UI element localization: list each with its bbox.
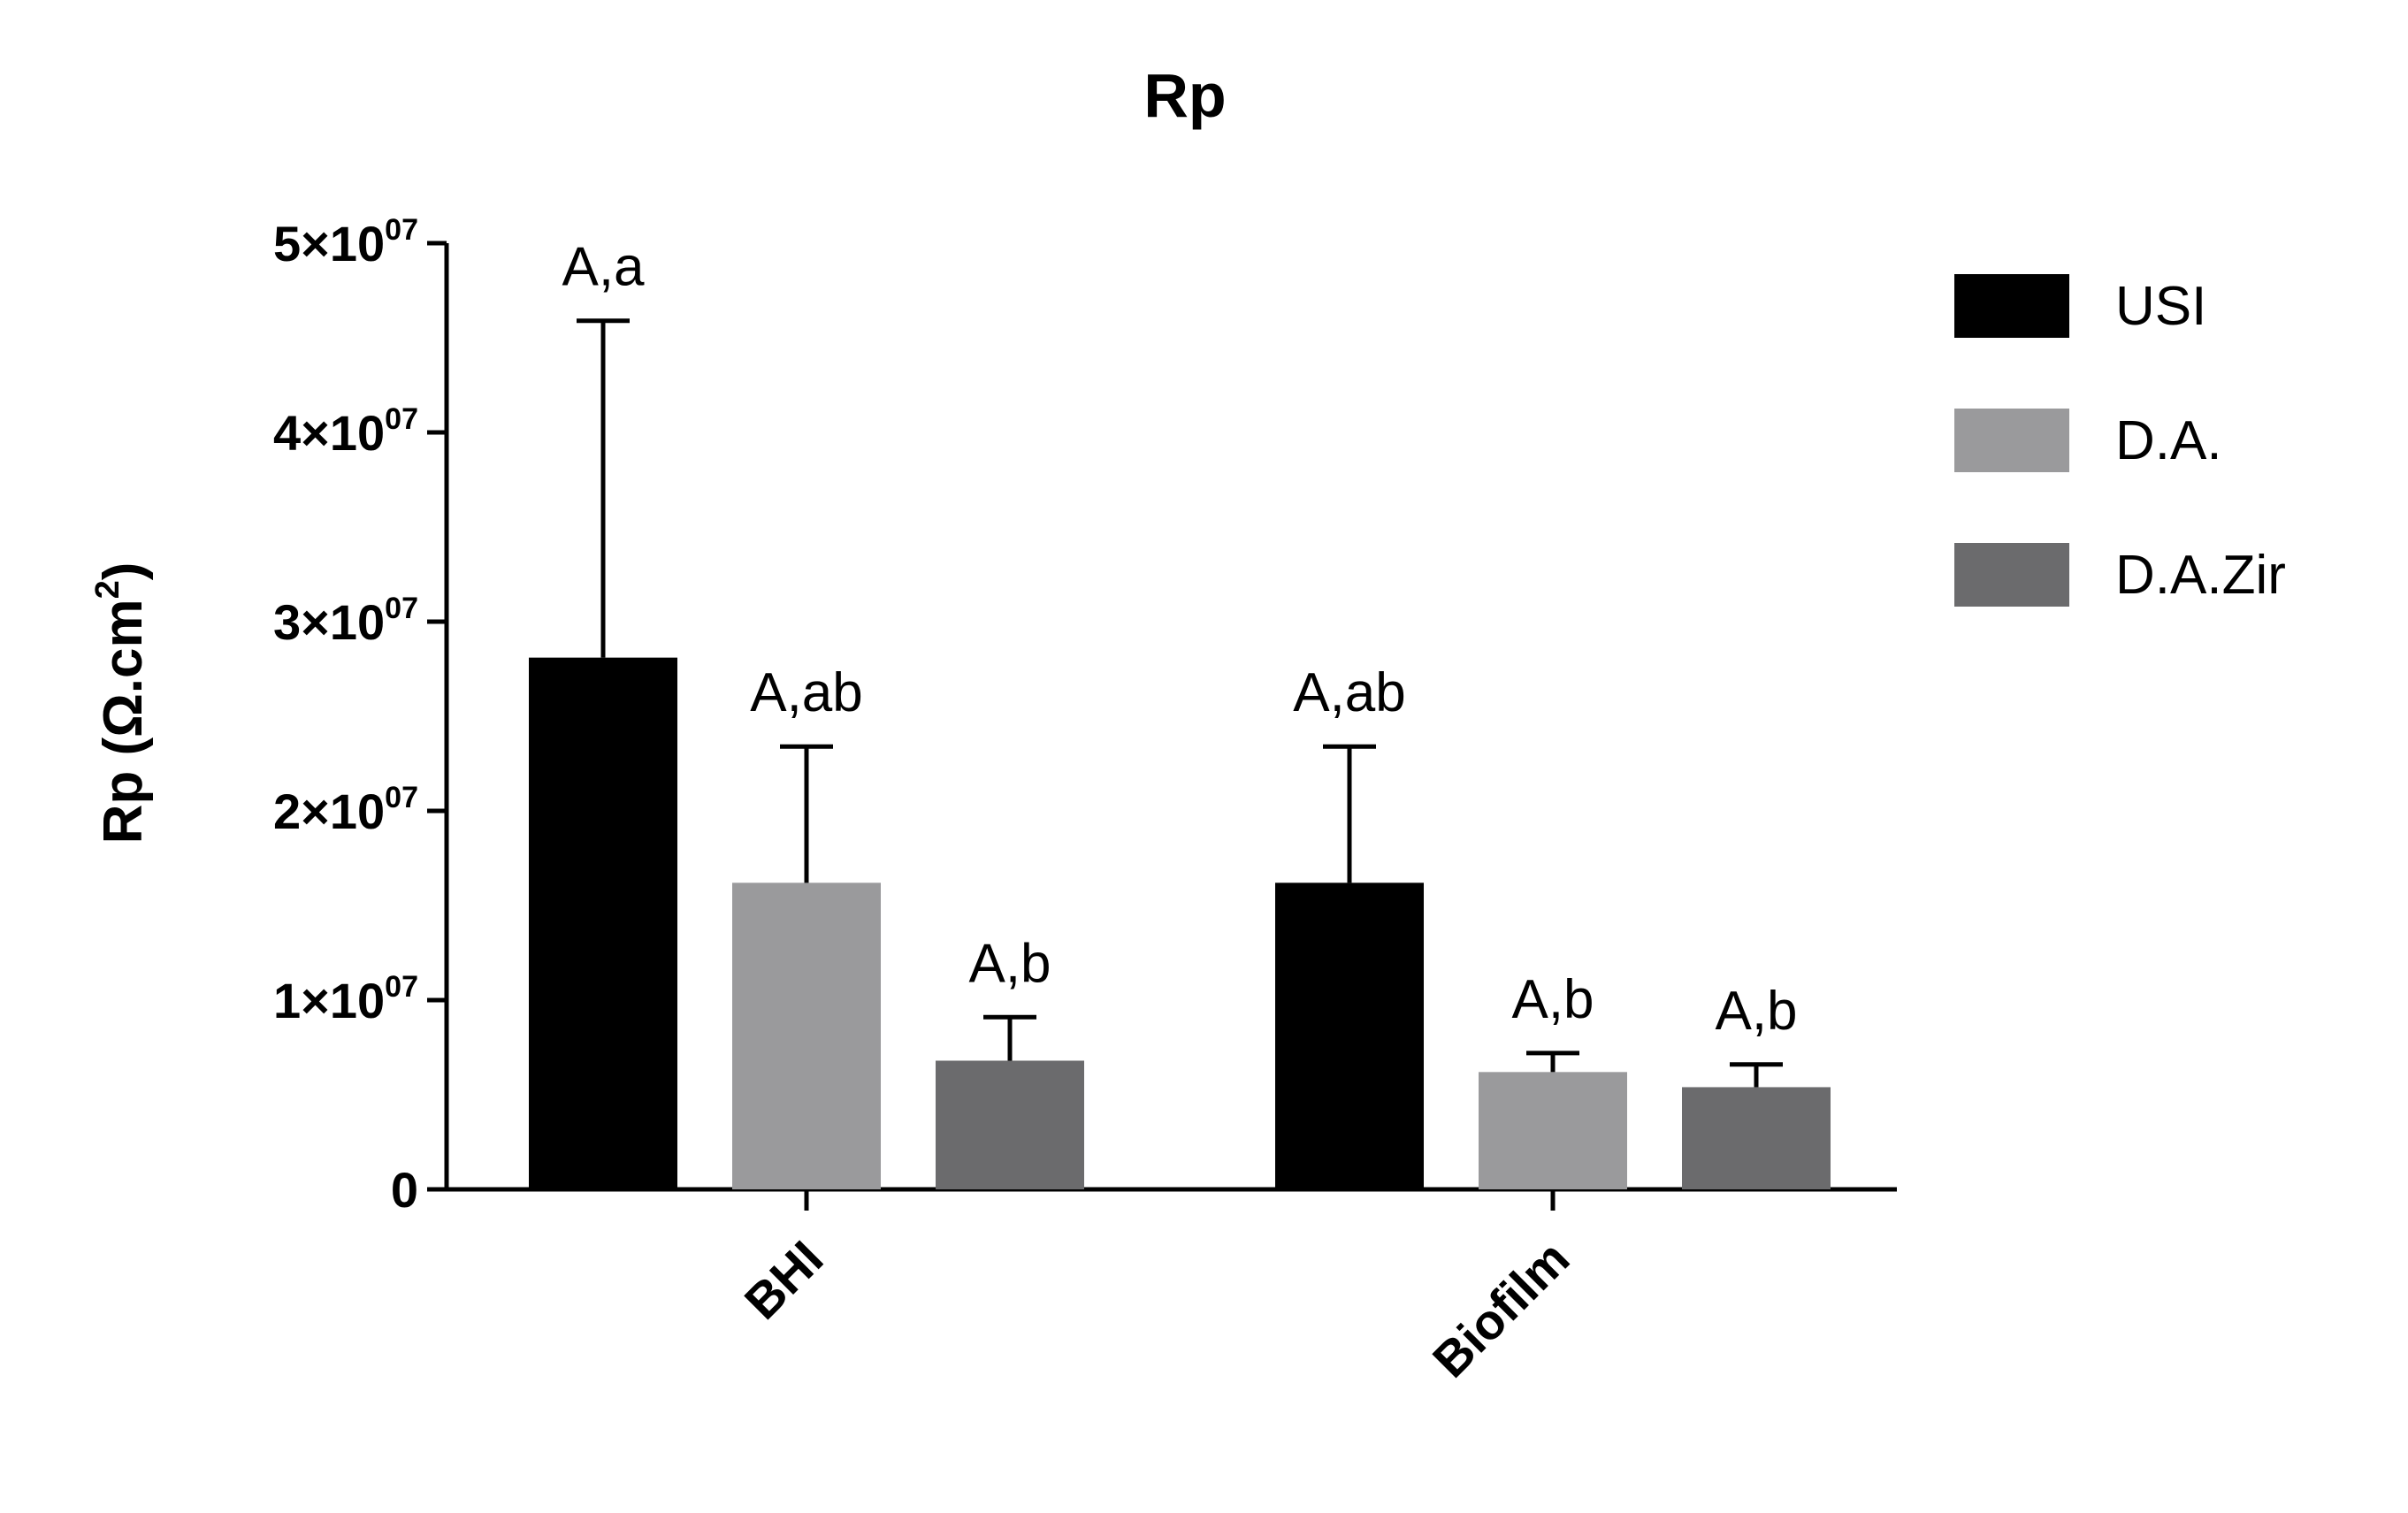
legend-label: D.A.Zir: [2115, 545, 2286, 606]
x-axis: BHI Biofilm: [447, 1187, 1897, 1388]
bar: [529, 657, 677, 1189]
bar: [1479, 1072, 1627, 1189]
chart-title: Rp: [1143, 61, 1226, 130]
y-axis-label: Rp (Ω.cm2): [89, 562, 154, 844]
bars: A,a A,ab A,b A,ab A,b A,b: [529, 237, 1831, 1189]
y-tick-label: 5×1007: [273, 213, 418, 271]
legend-swatch: [1954, 409, 2069, 472]
y-tick-exponent: 07: [385, 592, 418, 625]
data-label: A,a: [562, 237, 645, 298]
y-tick-label: 0: [391, 1162, 418, 1218]
y-tick-exponent: 07: [385, 402, 418, 436]
y-tick-label: 1×1007: [273, 970, 418, 1028]
data-label: A,b: [968, 933, 1051, 994]
data-label: A,b: [1715, 981, 1797, 1042]
bar: [936, 1060, 1084, 1189]
y-tick-label: 2×1007: [273, 781, 418, 839]
data-label: A,b: [1511, 969, 1594, 1030]
y-tick-exponent: 07: [385, 781, 418, 814]
y-tick-base: 0: [391, 1162, 418, 1218]
bar: [1682, 1087, 1831, 1189]
y-tick-label: 3×1007: [273, 592, 418, 650]
y-tick-exponent: 07: [385, 213, 418, 247]
data-label: A,ab: [750, 662, 863, 723]
x-tick-label: BHI: [734, 1230, 834, 1330]
bar: [1275, 883, 1424, 1189]
y-tick-base: 5×10: [273, 216, 385, 271]
y-tick-base: 3×10: [273, 594, 385, 650]
legend: USI D.A. D.A.Zir: [1954, 274, 2286, 607]
legend-swatch: [1954, 543, 2069, 607]
y-tick-base: 2×10: [273, 783, 385, 839]
bar: [732, 883, 881, 1189]
y-tick-label: 4×1007: [273, 402, 418, 461]
y-tick-base: 1×10: [273, 973, 385, 1028]
legend-swatch: [1954, 274, 2069, 338]
x-tick-label: Biofilm: [1422, 1230, 1580, 1388]
legend-label: USI: [2115, 276, 2206, 337]
y-tick-exponent: 07: [385, 970, 418, 1004]
y-tick-base: 4×10: [273, 405, 385, 461]
legend-label: D.A.: [2115, 410, 2222, 471]
data-label: A,ab: [1293, 662, 1406, 723]
